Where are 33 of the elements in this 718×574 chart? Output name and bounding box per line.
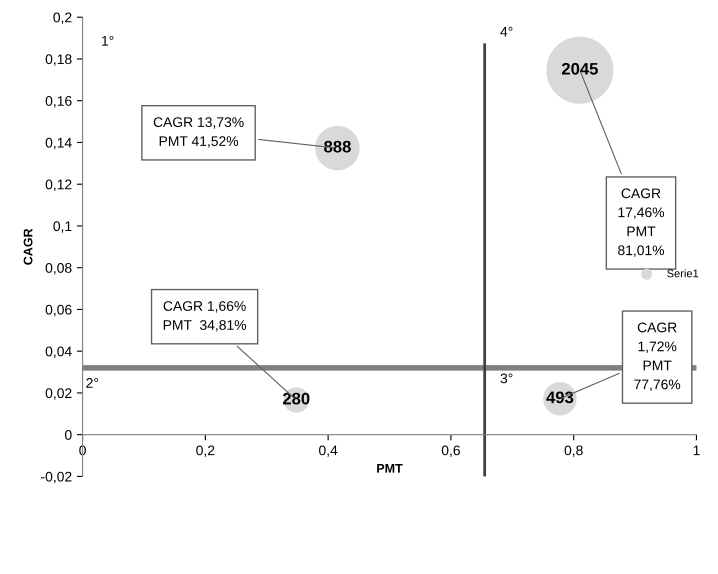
y-tick-label: 0	[64, 430, 72, 440]
y-tick-label: -0,02	[41, 472, 72, 484]
annotation: CAGR 17,46% PMT 81,01%	[618, 188, 664, 257]
y-axis-title: CAGR	[24, 228, 32, 265]
annotation: CAGR 1,66% PMT 34,81%	[164, 301, 246, 332]
data-label: 280	[282, 392, 310, 404]
x-tick-label: 0,6	[442, 445, 460, 457]
x-tick-label: 1	[694, 446, 700, 456]
y-tick-label: 0,1	[53, 221, 72, 233]
x-tick-label: 0	[79, 445, 86, 456]
y-tick-label: 0,02	[46, 388, 72, 400]
annotation: 1°	[102, 36, 114, 46]
y-tick-label: 0,06	[46, 304, 72, 316]
y-tick-label: 0,12	[46, 180, 72, 192]
data-label: 493	[546, 391, 574, 404]
y-tick-label: 0,14	[46, 138, 72, 150]
annotation: 2°	[86, 378, 98, 388]
legend-label: Serie1	[667, 269, 698, 278]
x-axis-title: PMT	[377, 464, 403, 473]
x-tick-label: 0,2	[196, 445, 214, 457]
x-tick-label: 0,4	[319, 445, 338, 457]
annotation: CAGR 1,72% PMT 77,76%	[634, 322, 680, 391]
y-tick-label: 0,18	[46, 54, 72, 66]
annotation: 4°	[500, 26, 512, 36]
y-tick-label: 0,08	[46, 263, 72, 275]
y-tick-label: 0,04	[46, 346, 72, 358]
annotation: 3°	[500, 373, 512, 384]
y-tick-label: 0,16	[46, 96, 72, 108]
x-tick-label: 0,8	[564, 445, 583, 457]
data-label: 2045	[562, 62, 598, 75]
annotation: CAGR 13,73% PMT 41,52%	[154, 117, 244, 148]
y-tick-label: 0,2	[53, 12, 72, 24]
data-label: 888	[324, 140, 351, 153]
